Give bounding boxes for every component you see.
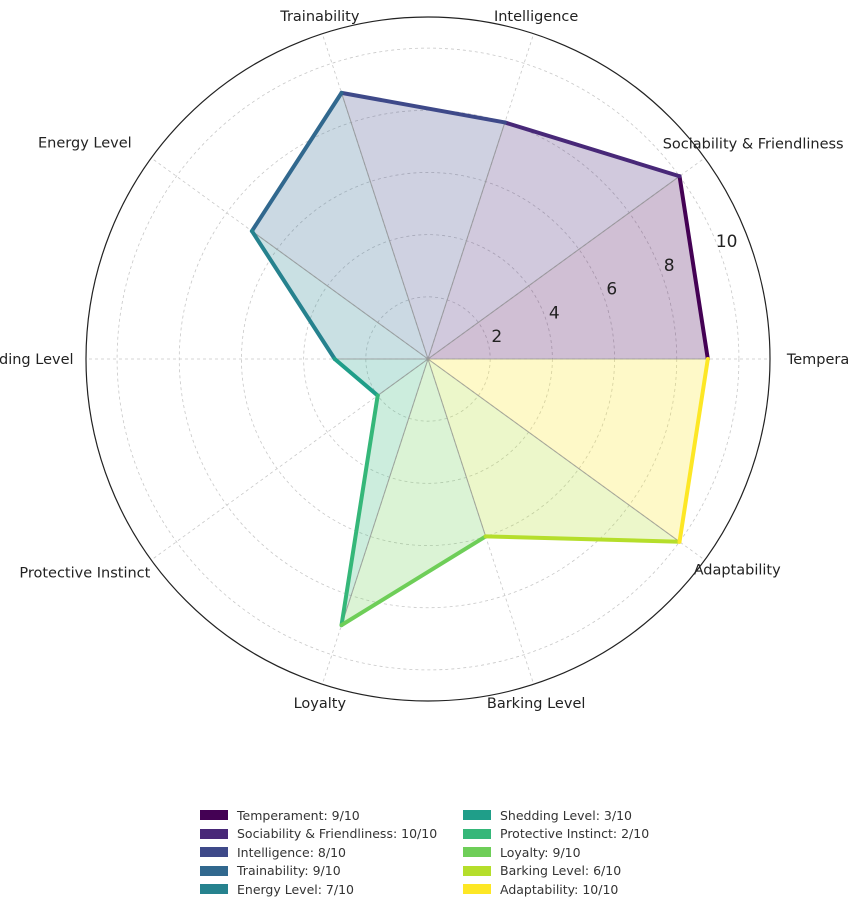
radial-tick-label: 4 [549,303,560,323]
radar-edge-8 [483,534,682,544]
legend-swatch [463,847,491,858]
legend-label: Protective Instinct: 2/10 [500,826,650,842]
legend-label: Adaptability: 10/10 [500,881,619,897]
radar-edge-7 [339,534,488,628]
legend-item: Sociability & Friendliness: 10/10 [200,825,463,844]
legend-label: Shedding Level: 3/10 [500,807,632,823]
legend-item: Trainability: 9/10 [200,862,463,881]
axis-label: Protective Instinct [19,566,150,582]
legend-swatch [200,828,228,839]
axis-label: Intelligence [494,9,578,25]
legend-label: Intelligence: 8/10 [237,844,346,860]
legend-label: Barking Level: 6/10 [500,863,622,879]
legend-item: Energy Level: 7/10 [200,880,463,899]
legend-swatch [463,865,491,876]
legend-label: Energy Level: 7/10 [237,881,354,897]
radar-edge-0 [677,174,710,361]
legend-swatch [200,847,228,858]
axis-label: Sociability & Friendliness [663,136,844,152]
legend-item: Temperament: 9/10 [200,806,463,825]
legend-label: Loyalty: 9/10 [500,844,581,860]
legend-swatch [463,810,491,821]
legend-item: Adaptability: 10/10 [463,880,663,899]
axis-label: Loyalty [294,696,347,712]
radar-edge-1 [502,120,682,179]
legend: Temperament: 9/10 Shedding Level: 3/10 Soc… [200,806,680,899]
radial-tick-label: 2 [491,327,502,347]
legend-item: Shedding Level: 3/10 [463,806,663,825]
legend-swatch [463,884,491,895]
legend-item: Intelligence: 8/10 [200,843,463,862]
radar-edge-9 [677,357,710,544]
legend-swatch [463,828,491,839]
legend-item: Protective Instinct: 2/10 [463,825,663,844]
axis-label: Trainability [279,9,360,25]
radial-tick-label: 8 [664,256,675,276]
axis-label: Shedding Level [0,352,74,368]
radar-edge-6 [339,393,380,628]
polar-frame [85,16,771,702]
axis-label: Adaptability [694,563,782,579]
axis-label: Temperament [786,352,850,368]
legend-swatch [200,865,228,876]
legend-label: Sociability & Friendliness: 10/10 [237,826,438,842]
radial-tick-label: 10 [716,232,738,252]
grid-circle [116,47,740,671]
edge-layer [249,90,710,628]
axis-label: Barking Level [487,696,586,712]
legend-swatch [200,810,228,821]
legend-item: Loyalty: 9/10 [463,843,663,862]
axis-label: Energy Level [38,135,132,151]
radar-edge-2 [339,90,507,125]
wedge-layer [251,91,709,627]
radial-tick-label: 6 [606,280,617,300]
legend-label: Temperament: 9/10 [237,807,360,823]
legend-label: Trainability: 9/10 [237,863,341,879]
radar-edge-5 [332,357,380,398]
legend-swatch [200,884,228,895]
radar-edge-4 [249,229,337,361]
legend-item: Barking Level: 6/10 [463,862,663,881]
label-layer: 2 4 6 8 10 Temperament Sociability & Friendlin… [0,9,850,712]
radar-edge-3 [249,90,344,234]
